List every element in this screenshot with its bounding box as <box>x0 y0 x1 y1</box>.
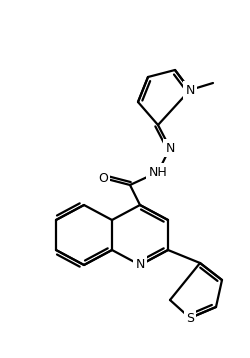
Text: O: O <box>98 171 108 184</box>
Text: NH: NH <box>148 165 167 179</box>
Text: N: N <box>135 258 144 271</box>
Text: N: N <box>184 83 194 97</box>
Text: N: N <box>165 141 174 155</box>
Text: S: S <box>185 311 193 324</box>
